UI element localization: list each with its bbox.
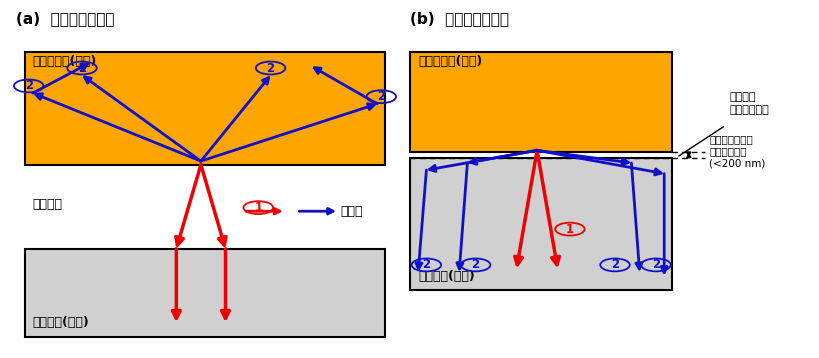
Text: 2: 2 [422,258,430,271]
Text: 自由空間: 自由空間 [33,198,63,211]
Text: 2: 2 [610,258,618,271]
Text: 熱輻射の
直接的な結合: 熱輻射の 直接的な結合 [729,92,768,115]
Text: 2: 2 [377,90,385,103]
Bar [25,249,385,337]
Text: 2: 2 [266,62,274,74]
Bar [410,52,672,152]
Bar [25,52,385,165]
Text: 2: 2 [651,258,659,271]
Text: 光の波長よりも
十分短い距離
(<200 nm): 光の波長よりも 十分短い距離 (<200 nm) [708,134,765,169]
Text: 1: 1 [254,201,262,214]
Text: 太陽電池(室温): 太陽電池(室温) [418,270,474,283]
Text: 2: 2 [78,62,86,74]
Text: 1: 1 [565,223,573,236]
Bar [410,158,672,290]
Text: 2: 2 [471,258,479,271]
Text: 2: 2 [25,79,33,92]
Text: 太陽電池(室温): 太陽電池(室温) [33,316,89,329]
Text: 熱輻射光源(高温): 熱輻射光源(高温) [33,55,97,68]
Text: (b)  新しい発電方式: (b) 新しい発電方式 [410,11,509,26]
Text: 熱輻射光源(高温): 熱輻射光源(高温) [418,55,482,68]
Text: 熱輻射: 熱輻射 [340,205,362,218]
Text: (a)  従来の発電方式: (a) 従来の発電方式 [16,11,115,26]
